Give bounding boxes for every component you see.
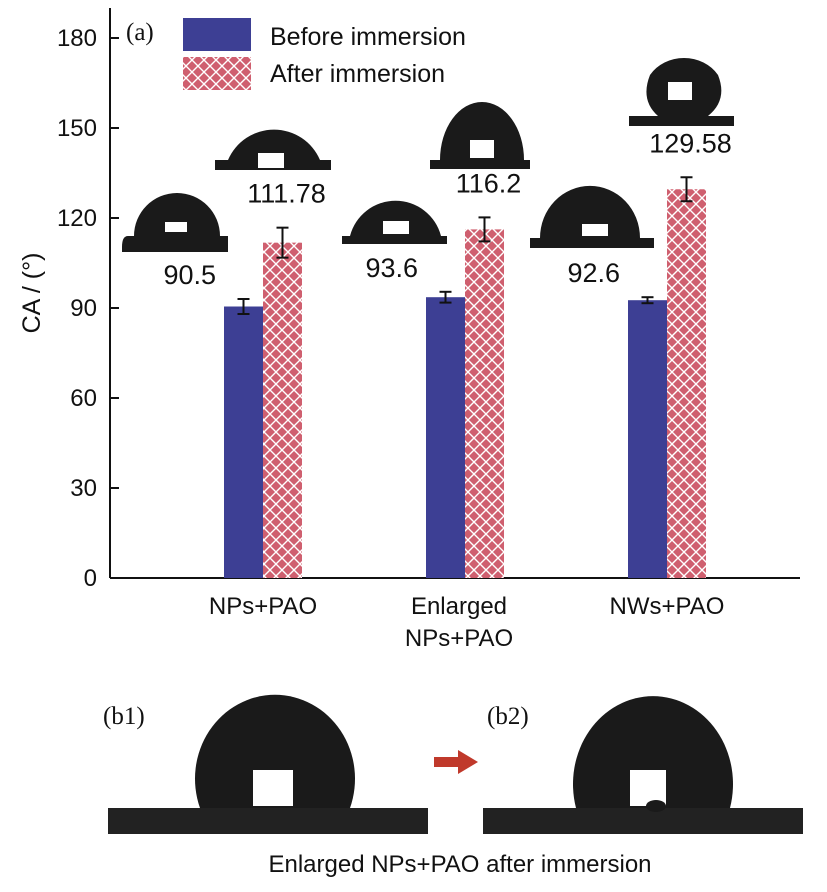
x-category-label: NWs+PAO xyxy=(610,593,725,620)
value-label: 90.5 xyxy=(163,260,216,290)
y-ticks: 0 30 60 90 120 150 180 xyxy=(57,25,119,592)
droplet-enlarged-before xyxy=(342,200,447,244)
droplet-enlarged-after xyxy=(430,102,530,169)
x-category-label: NPs+PAO xyxy=(405,625,513,652)
legend-swatch-before xyxy=(183,18,251,51)
bar-before xyxy=(628,300,667,578)
error-bar xyxy=(439,290,452,304)
error-bar xyxy=(641,296,654,305)
y-tick-label: 0 xyxy=(84,565,97,592)
bar-before xyxy=(224,306,263,578)
value-label: 111.78 xyxy=(247,179,326,209)
droplet-nws-before xyxy=(530,185,654,248)
droplet-nps-before xyxy=(122,193,228,252)
bar-before xyxy=(426,297,465,578)
error-bar xyxy=(237,298,250,315)
panel-b: (b1) (b2) Enlarged NPs+PAO after immersi… xyxy=(103,694,803,878)
legend-swatch-after xyxy=(183,57,251,90)
value-label: 92.6 xyxy=(567,258,620,288)
value-label: 116.2 xyxy=(456,168,522,198)
droplet-nps-after xyxy=(215,129,331,170)
bar-after xyxy=(263,242,302,578)
arrow-right-icon xyxy=(434,750,478,774)
value-label: 93.6 xyxy=(365,253,418,283)
y-tick-label: 150 xyxy=(57,115,97,142)
x-category-label: NPs+PAO xyxy=(209,593,317,620)
bar-after xyxy=(667,189,706,578)
y-axis-title: CA / (°) xyxy=(18,253,46,334)
droplet-images xyxy=(122,57,734,252)
legend-label-before: Before immersion xyxy=(270,23,466,51)
y-tick-label: 180 xyxy=(57,25,97,52)
legend: Before immersion After immersion xyxy=(183,18,466,90)
panel-label-b1: (b1) xyxy=(103,703,145,730)
bars xyxy=(224,189,706,578)
value-labels: 90.5 111.78 93.6 116.2 92.6 129.58 xyxy=(163,128,731,290)
panel-label-b2: (b2) xyxy=(487,703,529,730)
error-bar xyxy=(276,226,289,259)
photo-b2 xyxy=(483,696,803,834)
legend-label-after: After immersion xyxy=(270,60,445,88)
y-tick-label: 30 xyxy=(70,475,97,502)
panel-label-a: (a) xyxy=(126,19,154,46)
bar-after xyxy=(465,229,504,578)
error-bars xyxy=(237,176,693,315)
x-category-label: Enlarged xyxy=(411,593,507,620)
caption: Enlarged NPs+PAO after immersion xyxy=(268,851,651,878)
value-label: 129.58 xyxy=(649,128,732,158)
droplet-nws-after xyxy=(629,57,734,126)
error-bar xyxy=(680,176,693,203)
y-tick-label: 90 xyxy=(70,295,97,322)
error-bar xyxy=(478,216,491,243)
y-tick-label: 120 xyxy=(57,205,97,232)
x-categories: NPs+PAO Enlarged NPs+PAO NWs+PAO xyxy=(209,593,725,652)
y-tick-label: 60 xyxy=(70,385,97,412)
photo-b1 xyxy=(108,694,428,834)
